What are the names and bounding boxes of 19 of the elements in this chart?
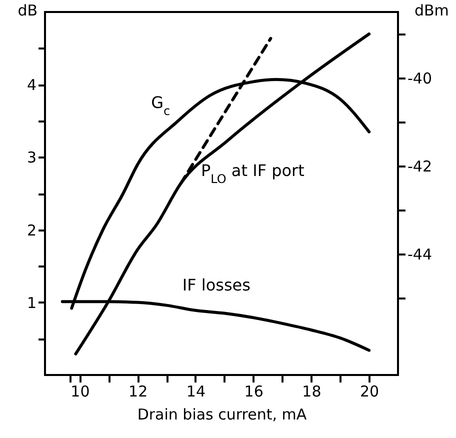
x-tick-label: 14	[186, 382, 206, 400]
series-label: P$_{LO}$ at IF port	[200, 161, 304, 186]
series-label: G$_{c}$	[151, 92, 170, 118]
y-tick-label: 4	[26, 76, 36, 94]
y-tick-label: 3	[26, 148, 36, 167]
y-tick-label: 2	[26, 221, 36, 240]
y2-tick-label: -42	[408, 158, 432, 176]
x-tick-label: 10	[70, 382, 90, 400]
y2-tick-label: -40	[408, 70, 432, 88]
y-tick-label: 1	[26, 294, 36, 312]
series-label: IF losses	[182, 275, 250, 294]
y2-axis-title: dBm	[414, 2, 449, 20]
x-tick-label: 18	[302, 382, 322, 400]
y2-tick-label: -44	[408, 246, 432, 264]
x-tick-label: 12	[128, 382, 148, 400]
x-tick-label: 20	[360, 382, 380, 400]
x-axis-title: Drain bias current, mA	[137, 406, 308, 424]
x-tick-label: 16	[244, 382, 264, 400]
y-axis-title: dB	[18, 2, 38, 20]
